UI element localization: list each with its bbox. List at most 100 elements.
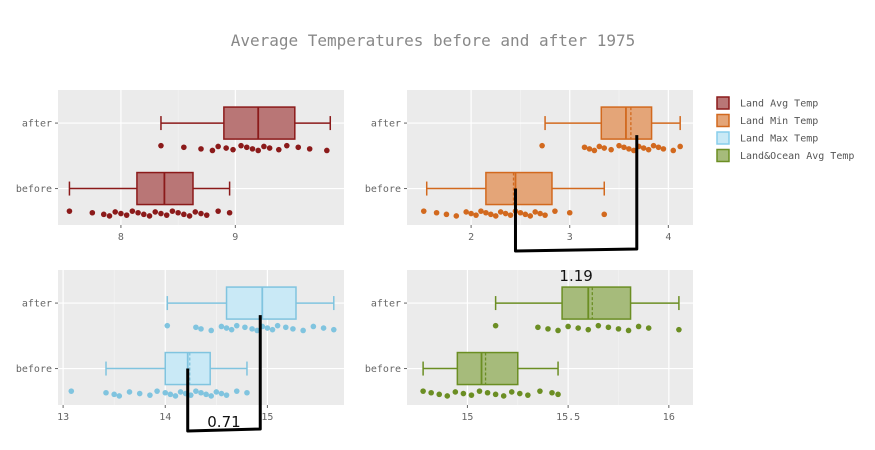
data-point [100, 211, 107, 218]
data-point [233, 322, 240, 329]
panel-4: 15 15.5 16 after before [365, 270, 693, 423]
box-before[interactable] [66, 171, 233, 219]
data-point [274, 322, 281, 329]
box-after[interactable] [539, 106, 683, 154]
data-point [500, 393, 507, 399]
data-point [284, 142, 290, 149]
data-point [453, 213, 460, 219]
data-point [502, 210, 509, 217]
box-before[interactable] [420, 171, 608, 219]
data-point [645, 325, 652, 331]
data-point [223, 145, 229, 151]
data-point [203, 212, 210, 218]
data-point [238, 142, 244, 149]
data-point [625, 327, 632, 334]
data-point [483, 209, 489, 216]
data-point [198, 210, 204, 217]
x-tick-label: 9 [232, 232, 238, 243]
data-point [532, 209, 539, 215]
x-tick-label: 8 [118, 232, 124, 243]
iqr-box [561, 286, 632, 320]
data-point [473, 212, 479, 218]
data-point [244, 389, 250, 396]
difference-label: 0.71 [207, 413, 240, 431]
data-point [136, 390, 143, 397]
difference-label: 1.19 [559, 267, 592, 285]
y-tick-label-after: after [371, 299, 401, 310]
data-point [249, 146, 256, 152]
data-point [670, 147, 677, 154]
box-after[interactable] [158, 106, 332, 154]
data-point [626, 146, 632, 152]
data-point [169, 208, 176, 214]
data-point [103, 389, 109, 396]
data-point [433, 209, 440, 216]
y-tick-label-before: before [16, 364, 52, 375]
x-tick-label: 13 [57, 412, 69, 423]
data-point [198, 326, 204, 332]
data-point [537, 388, 543, 394]
panel-background [407, 270, 693, 405]
data-point [266, 145, 273, 151]
box-after[interactable] [492, 286, 682, 334]
box-before[interactable] [420, 351, 561, 399]
data-point [162, 389, 169, 396]
data-point [146, 213, 153, 219]
chart-title: Average Temperatures before and after 19… [231, 31, 636, 50]
data-point [566, 209, 573, 216]
data-point [555, 327, 561, 334]
data-point [640, 145, 647, 151]
difference-bracket [186, 315, 262, 433]
data-point [420, 388, 426, 394]
legend-swatch [716, 96, 730, 110]
data-point [135, 209, 141, 216]
data-point [565, 323, 571, 330]
x-tick-label: 15 [261, 412, 273, 423]
legend-swatch [716, 148, 730, 163]
data-point [172, 393, 179, 399]
data-point [488, 211, 494, 218]
y-tick-label-after: after [22, 299, 52, 310]
data-point [226, 209, 233, 216]
data-point [228, 326, 235, 333]
data-point [163, 212, 170, 218]
data-point [223, 392, 230, 398]
data-point [492, 213, 499, 219]
legend-item-2[interactable]: Land Min Temp [716, 113, 818, 128]
legend-item-4[interactable]: Land&Ocean Avg Temp [716, 148, 854, 163]
data-point [89, 209, 96, 216]
data-point [581, 144, 588, 151]
legend[interactable]: Land Avg Temp Land Min Temp Land Max Temp L… [716, 96, 854, 163]
data-point [208, 327, 215, 334]
data-point [230, 146, 236, 153]
annotations: 1.19 0.71 [186, 135, 639, 433]
data-point [591, 147, 598, 154]
data-point [254, 327, 260, 334]
data-point [152, 209, 159, 215]
data-point [545, 326, 551, 332]
data-point [295, 144, 302, 151]
data-point [539, 142, 545, 149]
legend-label: Land&Ocean Avg Temp [740, 151, 854, 162]
x-tick-label: 2 [468, 232, 474, 243]
legend-item-1[interactable]: Land Avg Temp [716, 96, 818, 110]
data-point [320, 325, 327, 331]
data-point [586, 146, 593, 152]
data-point [164, 322, 171, 329]
legend-item-3[interactable]: Land Max Temp [716, 131, 818, 145]
data-point [492, 391, 499, 398]
data-point [655, 144, 662, 151]
data-point [324, 147, 330, 154]
data-point [111, 391, 117, 398]
data-point [198, 146, 204, 152]
panel-3: 13 14 15 after before [16, 270, 344, 423]
difference-annotation-1: 1.19 [513, 135, 639, 285]
data-point [443, 211, 450, 218]
data-point [650, 142, 657, 149]
data-point [192, 209, 199, 215]
y-tick-label-before: before [365, 364, 401, 375]
data-point [444, 393, 451, 399]
data-point [635, 323, 642, 330]
y-tick-label-after: after [22, 119, 52, 130]
